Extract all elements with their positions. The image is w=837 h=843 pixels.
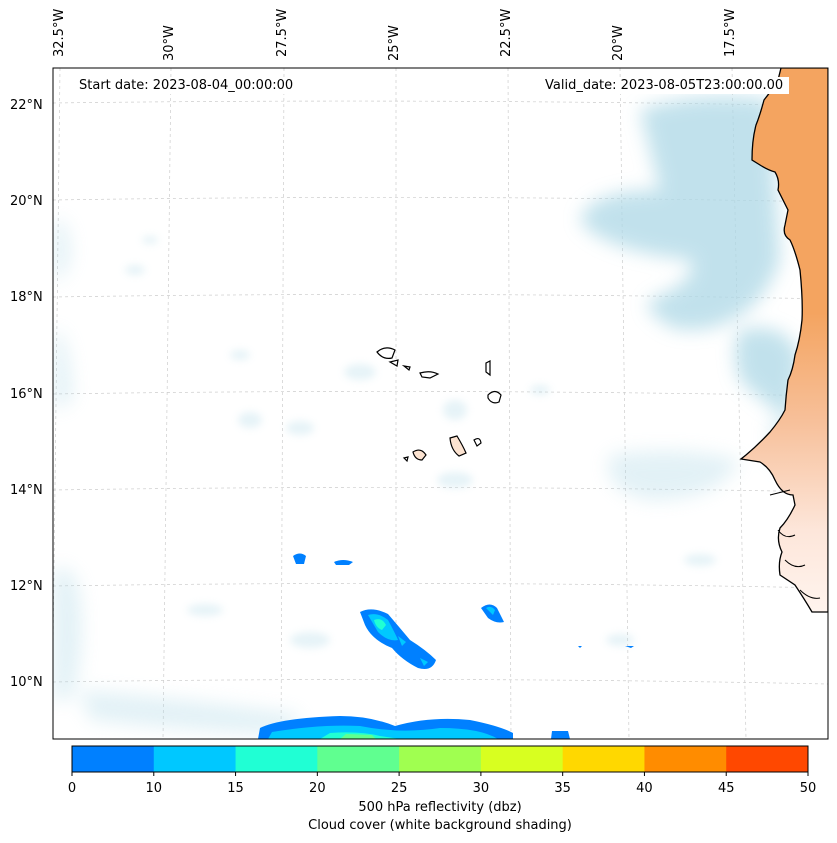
cabo-verde-islands [376, 347, 502, 463]
island-sal [485, 360, 491, 377]
colorbar-tick-label: 20 [309, 781, 326, 796]
island-brava [402, 456, 409, 463]
colorbar-label: 500 hPa reflectivity (dbz) [358, 800, 522, 815]
colorbar-tick-label: 10 [145, 781, 163, 796]
reflectivity-cell [340, 734, 376, 739]
colorbar-segment [562, 746, 645, 772]
reflectivity-field [258, 553, 634, 739]
lon-label-32.5w: 32.5°W [52, 8, 67, 57]
reflectivity-cell [578, 646, 582, 648]
colorbar-tick-label: 0 [67, 781, 77, 796]
colorbar-segment [644, 746, 727, 772]
island-santiago [449, 435, 467, 457]
reflectivity-cell [268, 725, 498, 739]
colorbar-segment [317, 746, 400, 772]
colorbar-tick-label: 15 [227, 781, 244, 796]
reflectivity-cell [420, 658, 428, 666]
colorbar-segment [72, 746, 155, 772]
valid-date-label: Valid_date: 2023-08-05T23:00:00.00 [539, 77, 790, 94]
reflectivity-cell [293, 553, 306, 564]
colorbar-sublabel: Cloud cover (white background shading) [308, 818, 572, 833]
lon-label-22.5w: 22.5°W [499, 8, 514, 57]
colorbar-tick-label: 30 [472, 781, 490, 796]
colorbar [71, 745, 809, 776]
island-fogo [412, 449, 427, 461]
reflectivity-cell [625, 646, 634, 648]
colorbar-tick-label: 25 [390, 781, 408, 796]
lat-label-22n: 22°N [10, 98, 43, 113]
colorbar-tick-label: 35 [554, 781, 571, 796]
reflectivity-cell [374, 619, 386, 630]
island-santa-luzia [401, 365, 411, 372]
colorbar-tick-label: 45 [717, 781, 735, 796]
reflectivity-cell [486, 606, 495, 615]
colorbar-segment [726, 746, 809, 772]
map-border [52, 67, 829, 740]
west-africa-land [739, 68, 828, 613]
colorbar-tick-label: 50 [799, 781, 817, 796]
colorbar-segment [235, 746, 318, 772]
lon-label-20w: 20°W [611, 25, 626, 61]
colorbar-segment [153, 746, 237, 772]
start-date-label: Start date: 2023-08-04_00:00:00 [73, 77, 300, 94]
colorbar-segment [399, 746, 482, 772]
island-boa-vista [487, 390, 502, 404]
lat-label-16n: 16°N [10, 387, 43, 402]
island-sao-nicolau [419, 371, 440, 379]
lon-label-27.5w: 27.5°W [275, 8, 290, 57]
lon-label-30w: 30°W [162, 25, 177, 61]
island-maio [473, 437, 482, 447]
lat-label-18n: 18°N [10, 290, 43, 305]
reflectivity-cell [334, 560, 353, 565]
lon-label-17.5w: 17.5°W [723, 8, 738, 57]
lat-label-20n: 20°N [10, 194, 43, 209]
lat-label-12n: 12°N [10, 579, 43, 594]
reflectivity-cell [551, 731, 570, 739]
island-santo-antao [376, 347, 396, 359]
lon-label-25w: 25°W [387, 25, 402, 61]
island-sao-vicente [388, 359, 399, 367]
colorbar-segment [480, 746, 564, 772]
reflectivity-cell [398, 636, 406, 646]
lat-label-10n: 10°N [10, 675, 43, 690]
colorbar-tick-label: 40 [636, 781, 653, 796]
lat-label-14n: 14°N [10, 483, 43, 498]
